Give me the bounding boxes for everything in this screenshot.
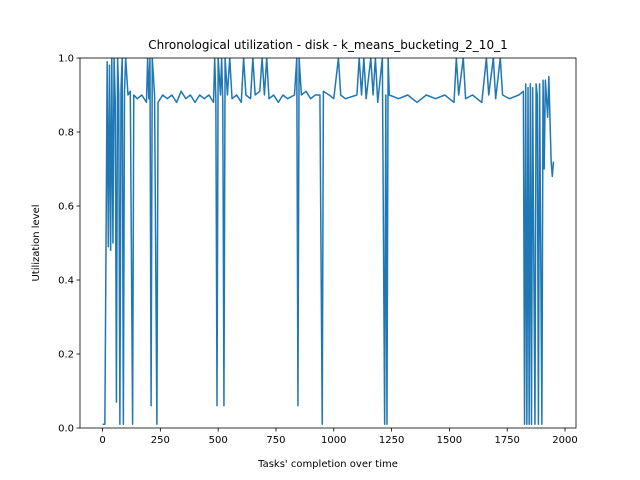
x-tick-label: 0 (99, 435, 105, 446)
y-tick-label: 0.2 (58, 350, 74, 361)
y-tick-label: 0.6 (58, 202, 74, 213)
chart-title: Chronological utilization - disk - k_mea… (148, 38, 507, 52)
y-tick-label: 0.0 (58, 424, 74, 435)
x-tick-label: 1000 (321, 435, 346, 446)
x-axis-label: Tasks' completion over time (257, 459, 398, 470)
plot-frame (79, 57, 577, 429)
data-line (102, 58, 555, 426)
y-axis-label: Utilization level (31, 204, 42, 281)
x-tick-label: 2000 (552, 435, 577, 446)
x-tick-label: 250 (151, 435, 170, 446)
x-tick-label: 1500 (437, 435, 462, 446)
x-tick-label: 1750 (494, 435, 519, 446)
y-tick-label: 0.4 (58, 276, 74, 287)
y-tick-label: 1.0 (58, 54, 74, 65)
x-tick-label: 750 (266, 435, 285, 446)
y-tick-label: 0.8 (58, 128, 74, 139)
x-tick-label: 500 (209, 435, 228, 446)
x-tick-label: 1250 (379, 435, 404, 446)
